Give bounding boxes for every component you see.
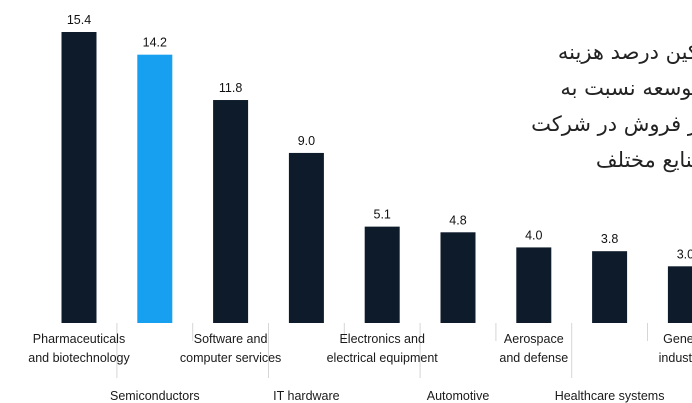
value-label: 5.1 <box>374 208 391 222</box>
category-label: Electronics and <box>339 332 425 346</box>
category-label: electrical equipment <box>327 351 439 365</box>
category-label: Healthcare systems <box>555 389 665 403</box>
category-label: computer services <box>180 351 281 365</box>
value-label: 4.0 <box>525 228 542 242</box>
category-label: IT hardware <box>273 389 340 403</box>
bar-1 <box>137 54 173 323</box>
chart-title: کین درصد هزینه توسعه نسبت به ز فروش در ش… <box>468 34 692 178</box>
value-label: 11.8 <box>219 81 242 95</box>
category-label: and defense <box>499 351 568 365</box>
chart-title-line: کین درصد هزینه <box>557 40 692 64</box>
value-label: 3.0 <box>677 247 692 261</box>
bar-4 <box>364 226 400 323</box>
value-label: 4.8 <box>449 213 466 227</box>
bar-0 <box>61 32 97 323</box>
category-label: Semiconductors <box>110 389 200 403</box>
chart-title-line: ینایع مختلف <box>595 148 692 172</box>
category-label: Automotive <box>427 389 490 403</box>
bar-3 <box>288 152 324 323</box>
bar-7 <box>592 251 628 323</box>
category-label: and biotechnology <box>28 351 130 365</box>
category-label: Pharmaceuticals <box>33 332 125 346</box>
bar-8 <box>667 266 692 323</box>
value-label: 3.8 <box>601 232 618 246</box>
category-label: Software and <box>194 332 268 346</box>
category-label: Aerospace <box>504 332 564 346</box>
chart-title-line: توسعه نسبت به <box>560 76 692 100</box>
bar-6 <box>516 247 552 323</box>
value-label: 9.0 <box>298 134 315 148</box>
bar-5 <box>440 232 476 323</box>
bar-2 <box>213 100 249 323</box>
value-label: 15.4 <box>67 13 91 27</box>
value-label: 14.2 <box>143 36 167 50</box>
category-label: industries <box>659 351 692 365</box>
chart-title-line: ز فروش در شرکت <box>531 112 692 136</box>
category-label: General <box>663 332 692 346</box>
